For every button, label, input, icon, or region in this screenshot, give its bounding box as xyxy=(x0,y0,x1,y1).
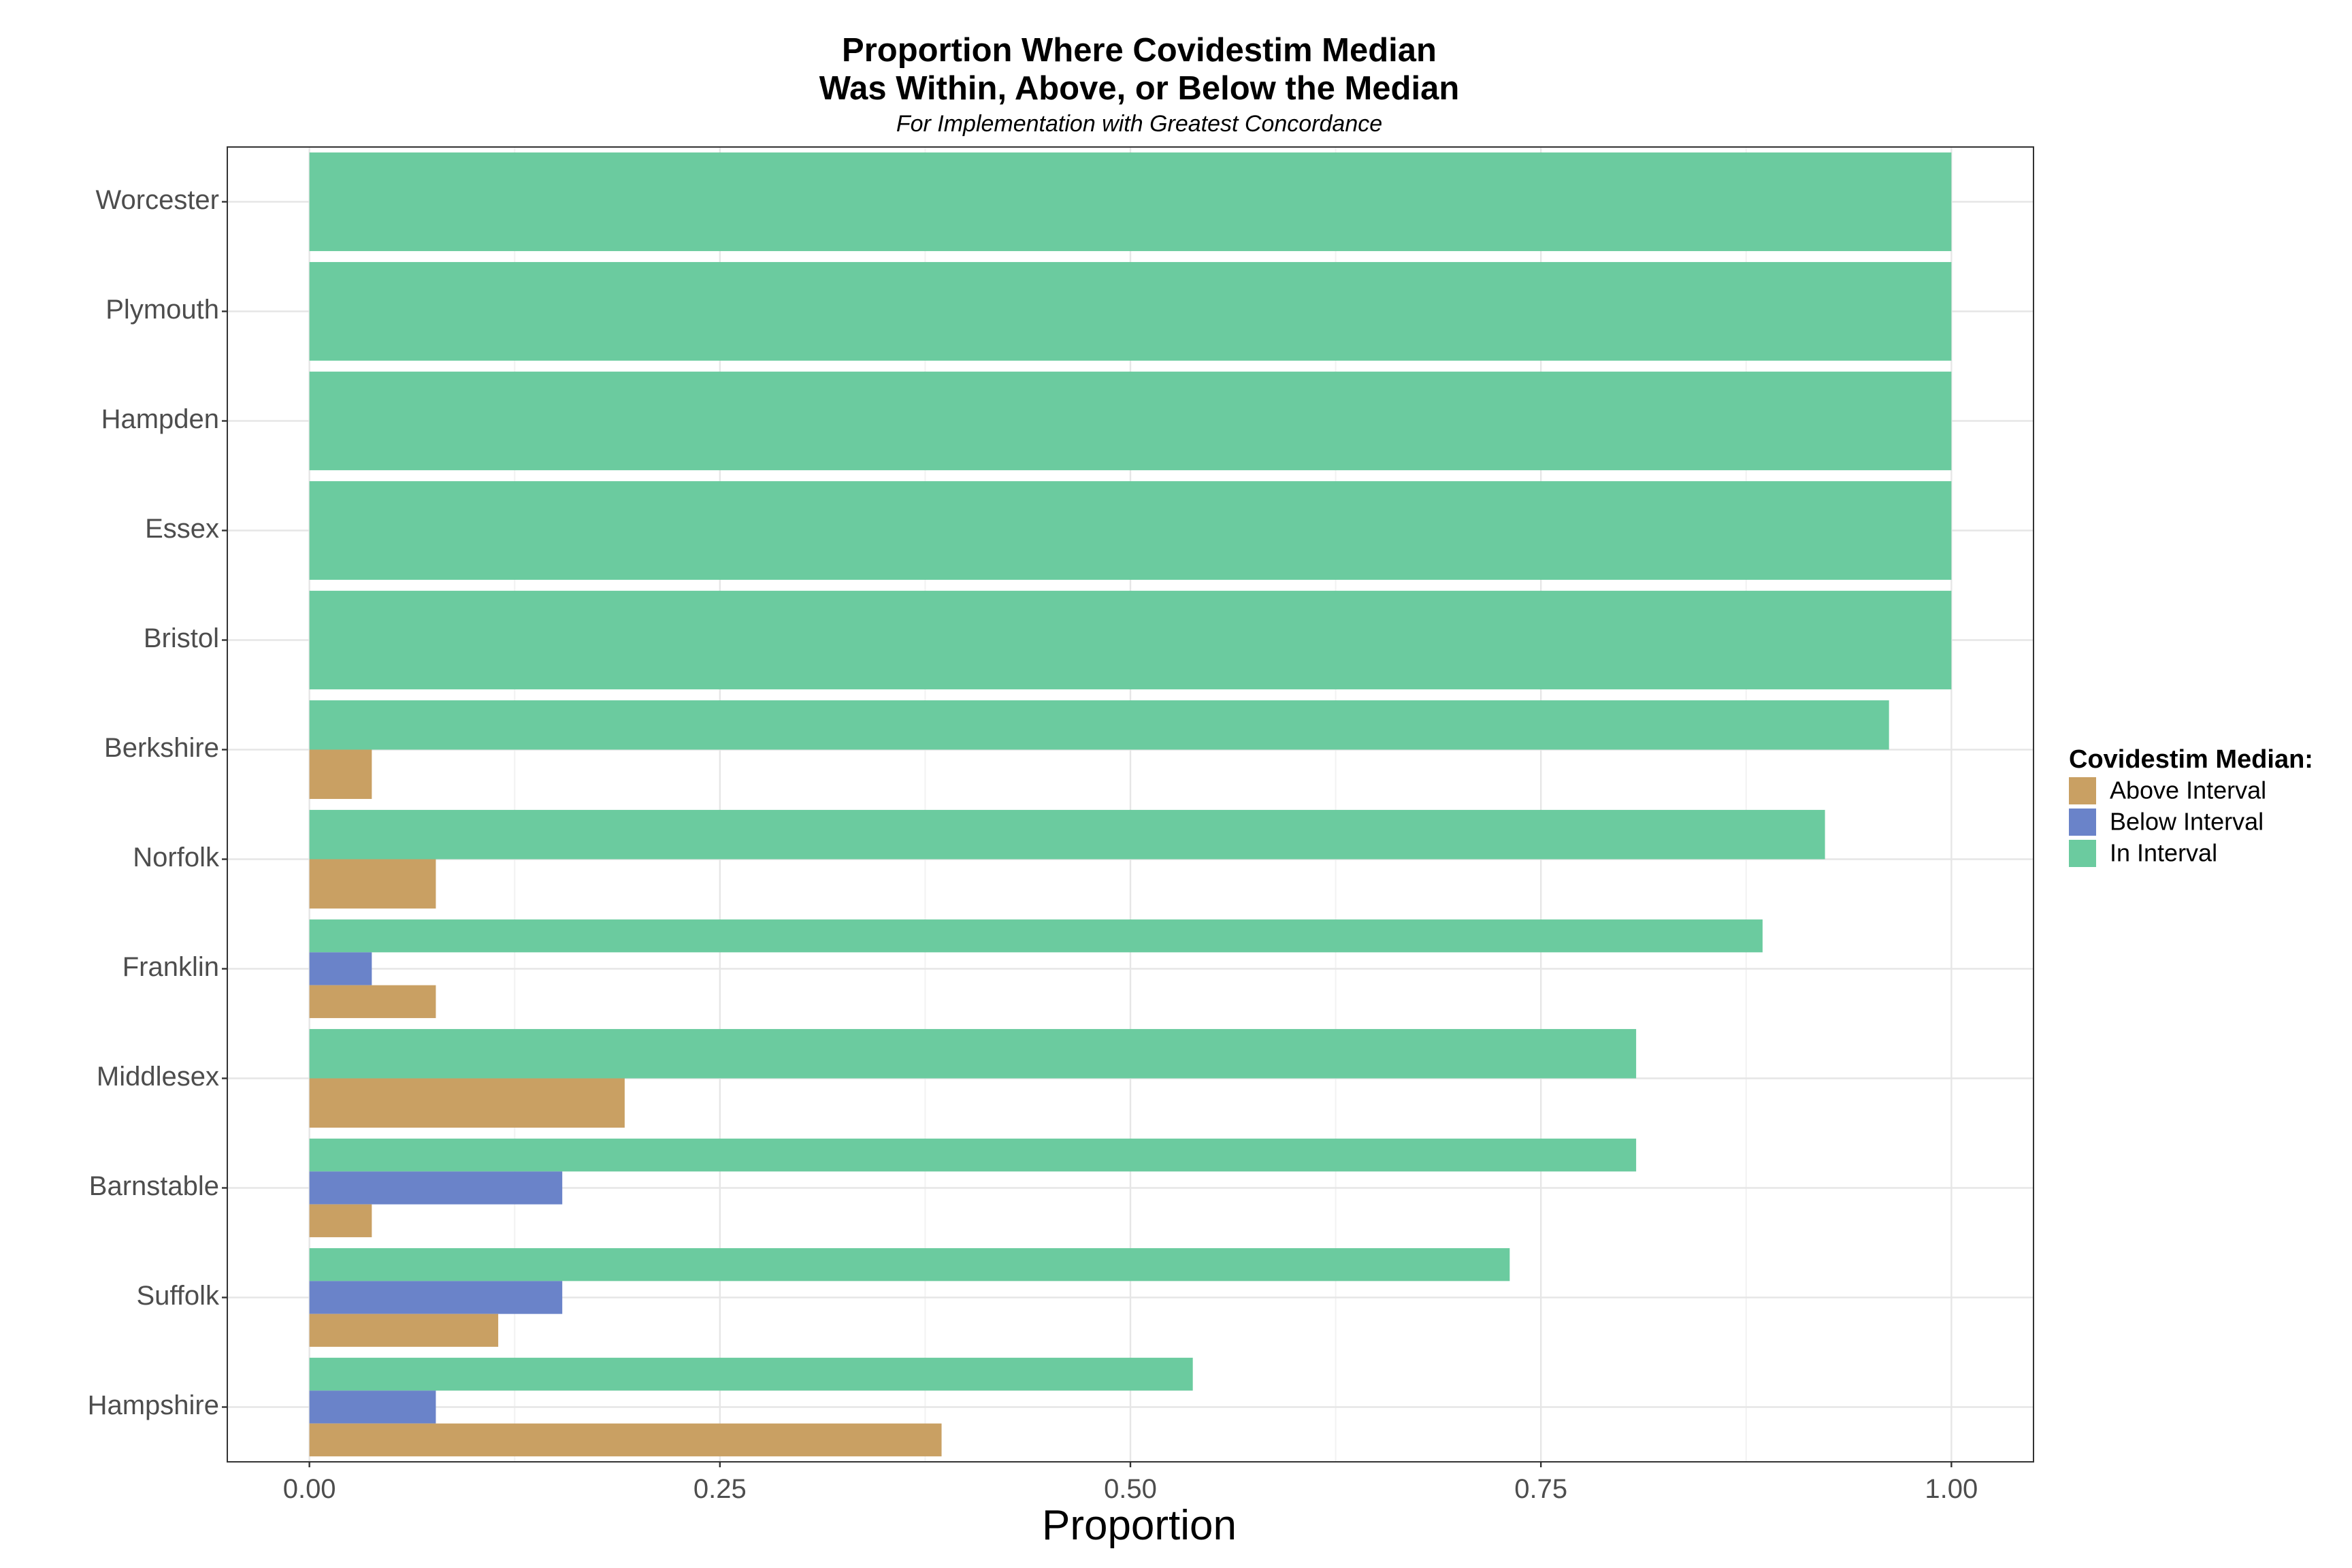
legend-key xyxy=(2069,840,2096,867)
y-tick-label: Worcester xyxy=(95,185,219,215)
legend-key xyxy=(2069,808,2096,836)
bar-in-interval xyxy=(309,372,1952,470)
bar-in-interval xyxy=(309,1358,1193,1391)
x-tick-label: 0.75 xyxy=(1514,1474,1567,1504)
legend-label: In Interval xyxy=(2110,839,2217,867)
bar-in-interval xyxy=(309,919,1763,953)
bar-in-interval xyxy=(309,700,1889,750)
y-tick-label: Hampden xyxy=(101,404,219,434)
legend-label: Above Interval xyxy=(2110,777,2266,804)
y-tick-label: Berkshire xyxy=(104,733,219,763)
bar-in-interval xyxy=(309,262,1952,361)
bar-below-interval xyxy=(309,1281,563,1314)
bar-below-interval xyxy=(309,952,372,985)
y-axis: Worcester Plymouth Hampden Essex Bristol Berk… xyxy=(88,185,227,1420)
bar-above-interval xyxy=(309,1204,372,1237)
legend-label: Below Interval xyxy=(2110,808,2264,836)
y-tick-label: Norfolk xyxy=(133,843,220,872)
y-tick-label: Barnstable xyxy=(89,1171,219,1201)
x-tick-label: 1.00 xyxy=(1925,1474,1978,1504)
bar-below-interval xyxy=(309,1390,436,1424)
y-tick-label: Middlesex xyxy=(97,1062,219,1092)
y-tick-label: Bristol xyxy=(144,623,219,653)
chart-title-line2: Was Within, Above, or Below the Median xyxy=(819,70,1460,107)
bar-in-interval xyxy=(309,152,1952,251)
bar-in-interval xyxy=(309,591,1952,689)
y-tick-label: Essex xyxy=(145,514,219,544)
x-axis-label: Proportion xyxy=(1042,1502,1237,1549)
bar-above-interval xyxy=(309,985,436,1018)
chart-title: Proportion Where Covidestim Median xyxy=(842,32,1437,69)
bar-above-interval xyxy=(309,1423,942,1456)
bars xyxy=(309,152,1952,1456)
bar-in-interval xyxy=(309,481,1952,580)
bar-in-interval xyxy=(309,1248,1510,1281)
bar-in-interval xyxy=(309,1139,1637,1172)
bar-above-interval xyxy=(309,859,436,909)
bar-above-interval xyxy=(309,1313,499,1347)
y-tick-label: Hampshire xyxy=(88,1390,219,1420)
x-axis: 0.00 0.25 0.50 0.75 1.00 xyxy=(283,1462,1978,1504)
x-tick-label: 0.00 xyxy=(283,1474,336,1504)
chart-subtitle: For Implementation with Greatest Concord… xyxy=(896,111,1382,137)
x-tick-label: 0.25 xyxy=(693,1474,747,1504)
bar-above-interval xyxy=(309,1078,625,1128)
y-tick-label: Suffolk xyxy=(136,1281,220,1311)
bar-above-interval xyxy=(309,749,372,799)
bar-in-interval xyxy=(309,1029,1637,1079)
y-tick-label: Franklin xyxy=(122,952,219,982)
legend-title: Covidestim Median: xyxy=(2069,745,2313,774)
x-tick-label: 0.50 xyxy=(1104,1474,1157,1504)
bar-in-interval xyxy=(309,810,1825,860)
legend: Covidestim Median: Above Interval Below I… xyxy=(2069,745,2313,867)
y-tick-label: Plymouth xyxy=(105,295,219,325)
legend-key xyxy=(2069,777,2096,804)
bar-below-interval xyxy=(309,1171,563,1205)
